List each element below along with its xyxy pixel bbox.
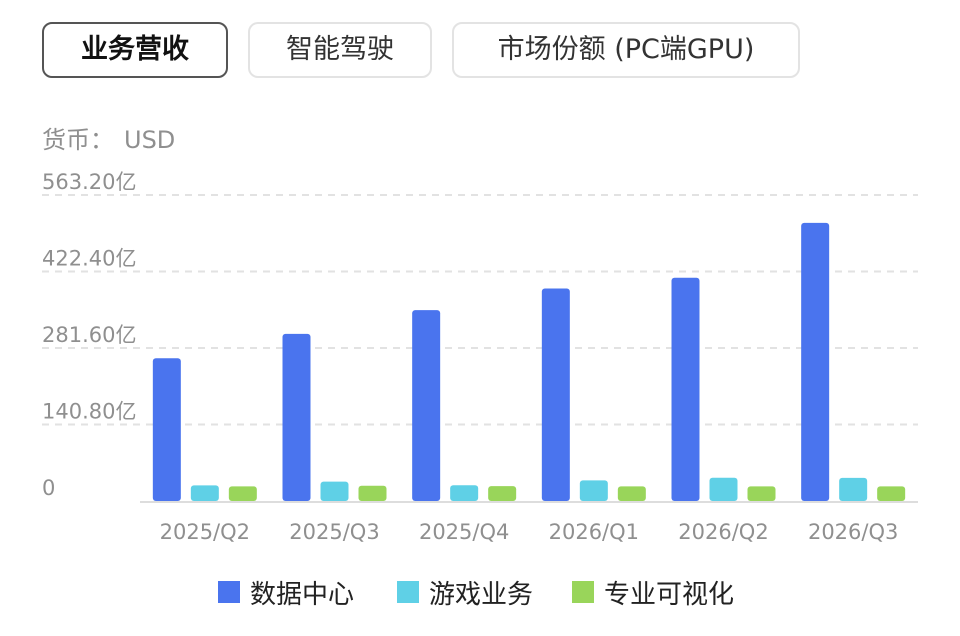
bar-gaming: [709, 477, 738, 501]
x-tick-label: 2026/Q1: [549, 520, 639, 544]
x-tick-label: 2025/Q2: [160, 520, 250, 544]
legend-swatch-data-center: [218, 581, 240, 603]
legend-item-data-center[interactable]: 数据中心: [218, 572, 354, 612]
y-tick-label: 422.40亿: [42, 247, 136, 271]
bar-data-center: [282, 333, 311, 501]
legend-swatch-gaming: [397, 581, 419, 603]
legend-swatch-pro-viz: [572, 581, 594, 603]
x-tick-label: 2025/Q4: [419, 520, 509, 544]
y-tick-label: 0: [42, 476, 55, 500]
y-tick-label: 563.20亿: [42, 170, 136, 194]
y-tick-label: 140.80亿: [42, 400, 136, 424]
bar-data-center: [412, 310, 441, 501]
bar-pro-viz: [488, 486, 517, 501]
bar-gaming: [450, 485, 479, 501]
bar-data-center: [801, 222, 830, 501]
bar-gaming: [839, 477, 868, 501]
legend-item-gaming[interactable]: 游戏业务: [397, 572, 533, 612]
tab-market-share[interactable]: 市场份额 (PC端GPU): [452, 22, 800, 78]
bar-data-center: [541, 288, 570, 501]
bar-pro-viz: [358, 485, 387, 501]
bar-data-center: [671, 277, 700, 501]
legend-item-pro-viz[interactable]: 专业可视化: [572, 572, 734, 612]
currency-value: USD: [124, 126, 176, 154]
bar-gaming: [320, 481, 349, 501]
tab-smart-driving[interactable]: 智能驾驶: [248, 22, 432, 78]
bar-pro-viz: [617, 486, 646, 501]
legend-label-pro-viz: 专业可视化: [604, 579, 735, 610]
currency-indicator: 货币： USD: [42, 120, 175, 155]
bar-pro-viz: [228, 486, 257, 501]
currency-label: 货币：: [42, 126, 114, 154]
y-tick-label: 281.60亿: [42, 323, 136, 347]
tab-business-revenue[interactable]: 业务营收: [42, 22, 228, 78]
revenue-bar-chart: 0 140.80亿 281.60亿 422.40亿 563.20亿 2025/Q2 2025…: [42, 170, 918, 544]
legend-label-gaming: 游戏业务: [429, 579, 534, 610]
legend-label-data-center: 数据中心: [250, 579, 355, 610]
x-tick-label: 2026/Q3: [808, 520, 898, 544]
bar-gaming: [579, 480, 608, 501]
x-tick-label: 2026/Q2: [678, 520, 768, 544]
bar-gaming: [190, 485, 219, 501]
chart-legend: 数据中心 游戏业务 专业可视化: [0, 572, 960, 612]
x-tick-label: 2025/Q3: [289, 520, 379, 544]
bar-data-center: [152, 358, 181, 501]
bar-pro-viz: [877, 486, 906, 501]
bar-pro-viz: [747, 486, 776, 501]
